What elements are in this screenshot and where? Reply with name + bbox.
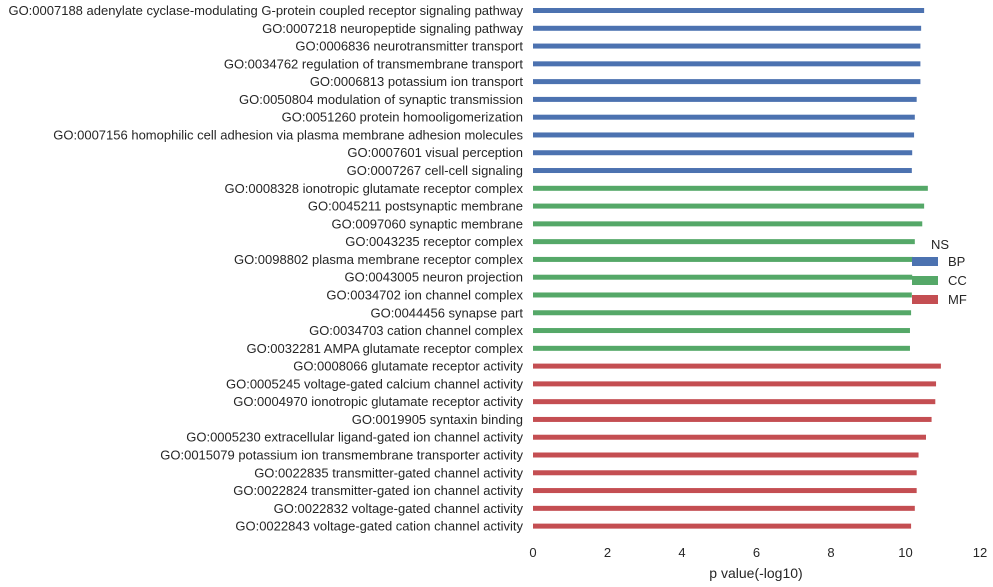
category-label: GO:0022832 voltage-gated channel activit… — [274, 501, 524, 516]
category-label: GO:0098802 plasma membrane receptor comp… — [234, 252, 524, 267]
bar-bp — [533, 25, 922, 31]
bar-bp — [533, 79, 921, 85]
bar-cc — [533, 292, 912, 298]
legend-swatch-mf — [912, 295, 938, 304]
x-tick-label: 2 — [604, 545, 611, 560]
bar-mf — [533, 470, 917, 476]
category-label: GO:0044456 synapse part — [371, 305, 524, 320]
bar-cc — [533, 274, 913, 280]
bar-cc — [533, 310, 912, 316]
legend-label-mf: MF — [948, 292, 967, 307]
category-label: GO:0034762 regulation of transmembrane t… — [224, 56, 524, 71]
bar-bp — [533, 132, 915, 138]
bar-mf — [533, 434, 926, 440]
category-label: GO:0007267 cell-cell signaling — [347, 163, 523, 178]
category-label: GO:0051260 protein homooligomerization — [282, 110, 523, 125]
category-label: GO:0007156 homophilic cell adhesion via … — [53, 127, 523, 142]
category-label: GO:0034702 ion channel complex — [326, 287, 523, 302]
bar-cc — [533, 185, 928, 191]
category-label: GO:0006813 potassium ion transport — [310, 74, 524, 89]
category-label: GO:0034703 cation channel complex — [309, 323, 523, 338]
bar-bp — [533, 61, 921, 67]
bar-cc — [533, 328, 910, 334]
bar-mf — [533, 523, 912, 529]
category-label: GO:0015079 potassium ion transmembrane t… — [160, 448, 523, 463]
bars-layer — [533, 8, 941, 529]
category-label: GO:0004970 ionotropic glutamate receptor… — [233, 394, 523, 409]
bar-mf — [533, 416, 932, 422]
x-axis: 0 2 4 6 8 10 12 — [529, 545, 987, 560]
category-label: GO:0045211 postsynaptic membrane — [308, 199, 523, 214]
bar-bp — [533, 96, 917, 102]
category-label: GO:0097060 synaptic membrane — [332, 216, 524, 231]
category-labels: GO:0007188 adenylate cyclase-modulating … — [8, 3, 523, 534]
bar-cc — [533, 345, 910, 351]
category-label: GO:0022843 voltage-gated cation channel … — [235, 519, 523, 534]
bar-mf — [533, 505, 915, 511]
category-label: GO:0008328 ionotropic glutamate receptor… — [225, 181, 524, 196]
bar-bp — [533, 114, 915, 120]
category-label: GO:0007188 adenylate cyclase-modulating … — [8, 3, 523, 18]
bar-cc — [533, 256, 913, 262]
x-tick-label: 10 — [898, 545, 912, 560]
bar-mf — [533, 363, 941, 369]
category-label: GO:0007601 visual perception — [347, 145, 523, 160]
bar-bp — [533, 8, 925, 13]
category-label: GO:0006836 neurotransmitter transport — [295, 39, 523, 54]
category-label: GO:0043235 receptor complex — [345, 234, 523, 249]
x-axis-title: p value(-log10) — [709, 565, 802, 581]
x-tick-label: 0 — [529, 545, 536, 560]
legend-swatch-cc — [912, 276, 938, 285]
category-label: GO:0043005 neuron projection — [344, 270, 523, 285]
legend-label-bp: BP — [948, 254, 965, 269]
category-label: GO:0032281 AMPA glutamate receptor compl… — [246, 341, 523, 356]
bar-bp — [533, 150, 913, 156]
legend-title: NS — [931, 237, 949, 252]
category-label: GO:0005245 voltage-gated calcium channel… — [226, 376, 524, 391]
x-tick-label: 6 — [753, 545, 760, 560]
bar-cc — [533, 221, 923, 227]
bar-mf — [533, 488, 917, 494]
legend-swatch-bp — [912, 257, 938, 266]
legend: NS BP CC MF — [912, 237, 967, 307]
bar-cc — [533, 203, 925, 209]
category-label: GO:0007218 neuropeptide signaling pathwa… — [262, 21, 523, 36]
category-label: GO:0019905 syntaxin binding — [352, 412, 523, 427]
x-tick-label: 8 — [827, 545, 834, 560]
legend-label-cc: CC — [948, 273, 967, 288]
bar-mf — [533, 452, 919, 458]
bar-bp — [533, 168, 912, 174]
bar-mf — [533, 381, 937, 387]
category-label: GO:0005230 extracellular ligand-gated io… — [186, 430, 523, 445]
bar-bp — [533, 43, 921, 49]
category-label: GO:0008066 glutamate receptor activity — [293, 359, 523, 374]
bar-cc — [533, 239, 915, 245]
category-label: GO:0022824 transmitter-gated ion channel… — [233, 483, 523, 498]
x-tick-label: 4 — [678, 545, 685, 560]
category-label: GO:0050804 modulation of synaptic transm… — [239, 92, 523, 107]
category-label: GO:0022835 transmitter-gated channel act… — [254, 465, 523, 480]
bar-mf — [533, 399, 936, 405]
x-tick-label: 12 — [973, 545, 987, 560]
